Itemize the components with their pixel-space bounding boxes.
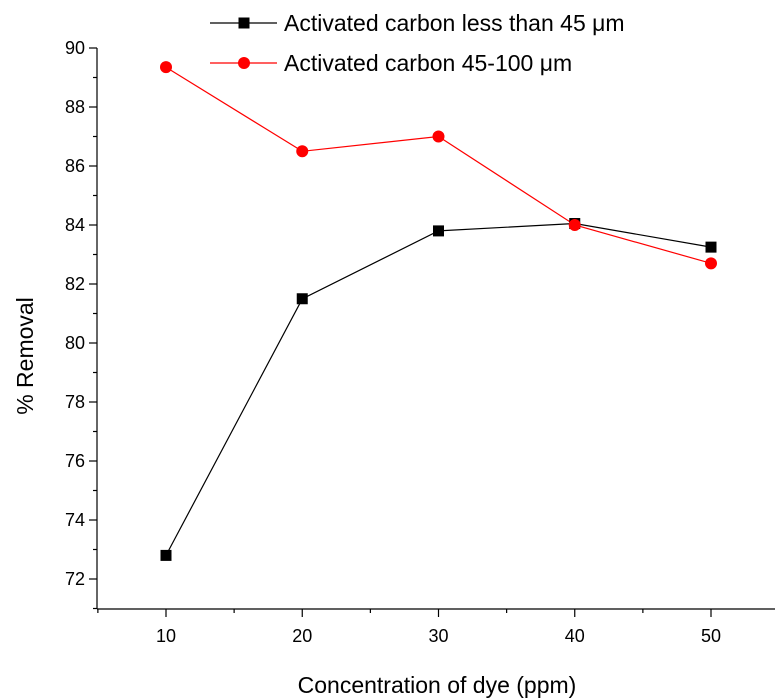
- y-tick-label: 78: [65, 392, 85, 412]
- y-tick-label: 84: [65, 215, 85, 235]
- data-point-series-1: [160, 549, 172, 561]
- data-point-series-2: [160, 61, 172, 74]
- x-tick-label: 20: [292, 626, 312, 646]
- y-tick-label: 86: [65, 156, 85, 176]
- x-tick-label: 40: [565, 626, 585, 646]
- y-tick-label: 80: [65, 333, 85, 353]
- y-tick-label: 88: [65, 97, 85, 117]
- x-tick-label: 50: [701, 626, 721, 646]
- x-tick-label: 30: [428, 626, 448, 646]
- data-point-series-2: [432, 130, 445, 143]
- y-tick-label: 90: [65, 38, 85, 58]
- data-point-series-2: [705, 257, 717, 270]
- legend-marker-series-2: [238, 57, 250, 69]
- series-line-1: [165, 222, 712, 556]
- legend: Activated carbon less than 45 μm Activat…: [210, 10, 625, 76]
- y-axis-title: % Removal: [12, 297, 38, 415]
- x-axis-title: Concentration of dye (ppm): [298, 672, 577, 698]
- axes: [96, 48, 775, 610]
- data-point-series-1: [705, 241, 717, 253]
- data-point-series-2: [568, 219, 581, 231]
- ticks: 72 74 76 78 80 82 84 86 88 90 10 20 30 40 50: [65, 38, 721, 646]
- data-point-series-1: [296, 293, 308, 305]
- legend-label-series-1: Activated carbon less than 45 μm: [284, 10, 625, 36]
- y-tick-label: 76: [65, 451, 85, 471]
- y-tick-label: 74: [65, 510, 85, 530]
- x-tick-label: 10: [156, 626, 176, 646]
- legend-marker-series-1: [238, 17, 250, 29]
- y-tick-label: 82: [65, 274, 85, 294]
- y-tick-label: 72: [65, 569, 85, 589]
- series: [160, 61, 717, 561]
- data-point-series-2: [296, 145, 309, 158]
- data-point-series-1: [433, 225, 444, 237]
- legend-label-series-2: Activated carbon 45-100 μm: [284, 50, 572, 76]
